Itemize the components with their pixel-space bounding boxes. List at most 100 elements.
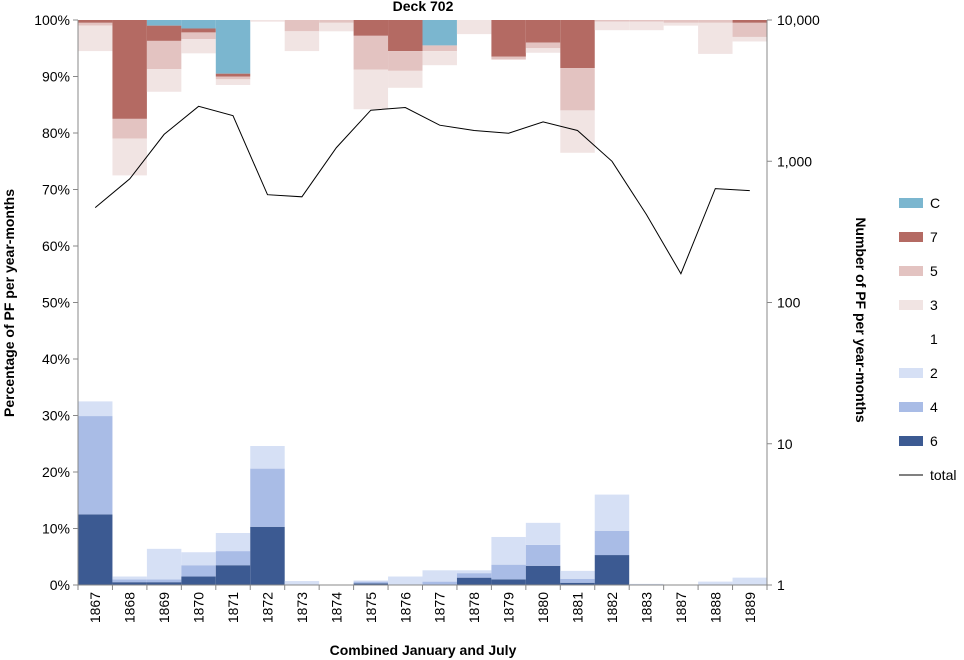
left-tick-label: 30% [42, 408, 70, 424]
right-tick-label: 1 [777, 577, 785, 593]
bar-6-1872 [250, 526, 285, 585]
x-tick-label: 1873 [294, 592, 310, 623]
bar-2-1883 [629, 583, 664, 585]
bar-2-1869 [146, 548, 182, 580]
bar-6-1875 [353, 583, 389, 585]
left-tick-label: 80% [42, 125, 70, 141]
bar-5-1873 [284, 20, 320, 32]
chart-title: Deck 702 [393, 0, 454, 14]
bar-4-1868 [112, 579, 147, 583]
bar-3-1873 [284, 31, 320, 52]
bar-5-1867 [78, 22, 113, 26]
bar-6-1868 [112, 582, 147, 585]
bar-3-1872 [250, 20, 285, 22]
total-line [94, 105, 750, 275]
legend-label-4: 4 [930, 399, 938, 415]
legend-swatch-5 [899, 266, 923, 276]
x-axis-label: Combined January and July [330, 642, 517, 658]
legend-swatch-3 [899, 300, 923, 310]
legend-label-2: 2 [930, 365, 938, 381]
bar-5-1875 [353, 35, 389, 70]
bar-3-1871 [215, 79, 251, 85]
bar-4-1880 [525, 544, 561, 566]
x-tick-label: 1881 [570, 592, 586, 623]
bar-6-1870 [181, 576, 216, 585]
legend-label-1: 1 [930, 331, 938, 347]
bar-2-1868 [112, 576, 147, 580]
legend-swatch-1 [899, 334, 923, 344]
bar-2-1877 [422, 570, 457, 582]
bar-2-1871 [215, 533, 251, 552]
left-tick-label: 100% [34, 12, 70, 28]
x-tick-label: 1867 [87, 592, 103, 623]
bar-2-1888 [698, 581, 733, 585]
right-tick-label: 1,000 [777, 153, 812, 169]
bar-6-1880 [525, 565, 561, 585]
bar-c-1869 [146, 20, 182, 26]
left-tick-label: 60% [42, 238, 70, 254]
legend-swatch-6 [899, 436, 923, 446]
x-tick-label: 1883 [638, 592, 654, 623]
left-tick-label: 70% [42, 182, 70, 198]
bar-3-1878 [456, 20, 492, 35]
bar-3-1869 [146, 69, 182, 92]
bar-5-1876 [388, 51, 423, 71]
legend-swatch-7 [899, 232, 923, 242]
x-tick-label: 1875 [363, 592, 379, 623]
bar-c-1871 [215, 20, 251, 74]
right-tick-label: 100 [777, 295, 801, 311]
x-tick-label: 1870 [191, 592, 207, 623]
bar-7-1871 [215, 73, 251, 77]
bars [78, 20, 767, 585]
bar-4-1869 [146, 579, 182, 583]
legend-label-5: 5 [930, 263, 938, 279]
bar-3-1868 [112, 138, 147, 176]
legend: C 7 5 3 1 2 4 6 total [899, 195, 956, 483]
bar-4-1879 [491, 564, 526, 580]
bar-5-1871 [215, 76, 251, 80]
bar-5-1879 [491, 56, 526, 60]
x-axis-ticks: 1867 1868 1869 1870 1871 1872 1873 1874 1875 1876… [77, 585, 768, 623]
bar-5-1882 [594, 20, 630, 22]
left-tick-label: 90% [42, 69, 70, 85]
bar-7-1870 [181, 28, 216, 33]
bar-5-1881 [560, 68, 595, 111]
bar-6-1882 [594, 555, 630, 585]
legend-swatch-c [899, 198, 923, 208]
bar-5-1880 [525, 42, 561, 49]
legend-label-6: 6 [930, 433, 938, 449]
bar-3-1881 [560, 110, 595, 153]
bar-4-1877 [422, 581, 457, 585]
bar-7-1889 [732, 20, 767, 23]
bar-2-1881 [560, 570, 595, 579]
bar-3-1880 [525, 48, 561, 53]
legend-label-c: C [930, 195, 940, 211]
bar-2-1872 [250, 446, 285, 469]
x-tick-label: 1880 [535, 592, 551, 623]
bar-3-1883 [629, 21, 664, 31]
bar-2-1889 [732, 577, 767, 585]
left-tick-label: 50% [42, 295, 70, 311]
right-axis-ticks: 1 10 100 1,000 10,000 [767, 12, 820, 593]
bar-2-1870 [181, 552, 216, 566]
x-tick-label: 1869 [156, 592, 172, 623]
bar-5-1883 [629, 20, 664, 22]
bar-5-1869 [146, 40, 182, 70]
bar-4-1870 [181, 565, 216, 577]
bar-3-1874 [319, 22, 354, 32]
bar-7-1875 [353, 20, 389, 36]
right-tick-label: 10 [777, 436, 793, 452]
bar-7-1879 [491, 20, 526, 57]
bar-2-1867 [78, 401, 113, 417]
bar-2-1873 [284, 581, 320, 585]
x-tick-label: 1871 [225, 592, 241, 623]
y-axis-label-right: Number of PF per year-months [853, 217, 869, 423]
legend-swatch-4 [899, 402, 923, 412]
bar-6-1881 [560, 582, 595, 585]
x-tick-label: 1874 [328, 592, 344, 623]
bar-6-1871 [215, 565, 251, 585]
x-tick-label: 1882 [604, 592, 620, 623]
bar-5-1889 [732, 22, 767, 37]
bar-3-1870 [181, 39, 216, 54]
bar-4-1867 [78, 416, 113, 515]
